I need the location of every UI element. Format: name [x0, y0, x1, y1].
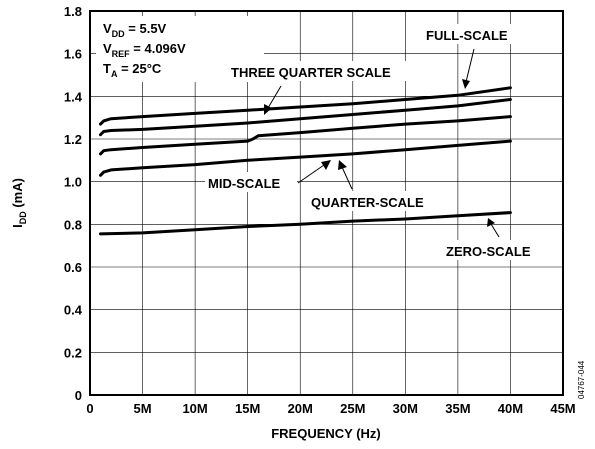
series-line-zero-scale	[99, 211, 512, 236]
condition-vdd-sub: DD	[112, 29, 125, 39]
full-scale-arrowhead	[462, 79, 470, 89]
zero-scale-label-bg	[443, 240, 555, 260]
mid-scale-arrowhead	[321, 160, 331, 170]
condition-vdd-rest: = 5.5V	[125, 21, 167, 36]
series-line-mid-scale	[99, 115, 512, 156]
series-line-quarter-scale	[99, 139, 512, 177]
condition-vref-main: V	[103, 41, 112, 56]
condition-vref-rest: = 4.096V	[130, 41, 186, 56]
quarter-scale-arrowhead	[338, 160, 347, 170]
condition-vdd-main: V	[103, 21, 112, 36]
y-tick-label: 0	[75, 388, 82, 403]
x-axis-label: FREQUENCY (Hz)	[271, 426, 381, 441]
series-line-three-quarter-scale	[99, 98, 512, 137]
quarter-scale-label: QUARTER-SCALE	[311, 195, 424, 210]
condition-ta-rest: = 25°C	[117, 61, 161, 76]
series-line-full-scale	[99, 86, 512, 126]
y-tick-label: 1.6	[64, 47, 82, 62]
y-tick-label: 1.8	[64, 4, 82, 19]
x-tick-label: 40M	[498, 401, 523, 416]
zero-scale-arrowhead	[487, 218, 495, 227]
x-tick-label: 25M	[340, 401, 365, 416]
y-axis-label: IDD (mA)	[10, 178, 28, 228]
condition-vdd: VDD = 5.5V	[103, 21, 167, 39]
x-tick-label: 30M	[393, 401, 418, 416]
y-tick-label: 0.6	[64, 260, 82, 275]
condition-ta: TA = 25°C	[103, 61, 162, 79]
annotation-quarter-scale: QUARTER-SCALE	[308, 160, 450, 211]
three-quarter-label-bg	[228, 61, 428, 81]
y-tick-label: 1.2	[64, 132, 82, 147]
series-layer	[99, 86, 512, 236]
three-quarter-arrowhead	[264, 104, 272, 115]
zero-scale-label: ZERO-SCALE	[446, 244, 531, 259]
zero-scale-arrow-line	[490, 223, 500, 238]
annotation-three-quarter-scale: THREE QUARTER SCALE	[228, 61, 428, 115]
condition-vref-sub: REF	[112, 49, 131, 59]
three-quarter-label: THREE QUARTER SCALE	[231, 65, 391, 80]
y-tick-label: 0.4	[64, 303, 83, 318]
quarter-scale-label-bg	[308, 191, 450, 211]
x-tick-label: 20M	[288, 401, 313, 416]
x-tick-label: 15M	[235, 401, 260, 416]
annotation-full-scale: FULL-SCALE	[423, 24, 527, 89]
figure-id: 04767-044	[577, 360, 586, 399]
annotation-mid-scale: MID-SCALE	[205, 160, 331, 192]
full-scale-label-bg	[423, 24, 527, 44]
x-tick-label: 35M	[445, 401, 470, 416]
x-tick-labels: 0 5M 10M 15M 20M 25M 30M 35M 40M 45M	[86, 401, 575, 416]
x-tick-label: 10M	[182, 401, 207, 416]
x-tick-label: 5M	[134, 401, 152, 416]
y-tick-label: 1.0	[64, 175, 82, 190]
y-axis-label-sub: DD	[18, 211, 28, 224]
x-tick-label: 0	[86, 401, 93, 416]
y-tick-label: 0.8	[64, 217, 82, 232]
y-tick-label: 1.4	[64, 89, 83, 104]
mid-scale-label-bg	[205, 172, 297, 192]
quarter-scale-arrow-line	[341, 166, 353, 190]
mid-scale-arrow-line	[297, 164, 325, 184]
y-axis-label-unit: (mA)	[10, 178, 25, 211]
y-axis-label-main: I	[10, 224, 25, 228]
x-tick-label: 45M	[550, 401, 575, 416]
condition-vref: VREF = 4.096V	[103, 41, 186, 59]
full-scale-label: FULL-SCALE	[426, 28, 508, 43]
y-tick-labels: 0 0.2 0.4 0.6 0.8 1.0 1.2 1.4 1.6 1.8	[64, 4, 83, 403]
plot-frame	[89, 10, 564, 396]
condition-ta-main: T	[103, 61, 111, 76]
condition-ta-sub: A	[111, 69, 118, 79]
y-tick-label: 0.2	[64, 345, 82, 360]
three-quarter-arrow-line	[267, 85, 282, 109]
annotation-zero-scale: ZERO-SCALE	[443, 218, 555, 260]
full-scale-arrow-line	[465, 48, 475, 83]
mid-scale-label: MID-SCALE	[208, 176, 281, 191]
